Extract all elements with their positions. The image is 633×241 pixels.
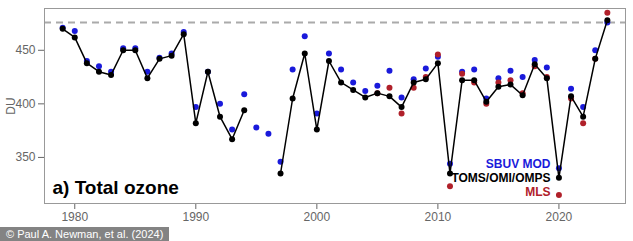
svg-text:400: 400 bbox=[15, 97, 35, 111]
svg-text:DU: DU bbox=[4, 97, 18, 114]
svg-text:TOMS/OMI/OMPS: TOMS/OMI/OMPS bbox=[451, 171, 550, 185]
svg-text:a) Total ozone: a) Total ozone bbox=[53, 177, 179, 198]
svg-text:MLS: MLS bbox=[525, 185, 550, 199]
svg-text:2000: 2000 bbox=[303, 210, 330, 224]
svg-text:450: 450 bbox=[15, 43, 35, 57]
svg-text:2010: 2010 bbox=[425, 210, 452, 224]
html-text:© Paul A. Newman, et al. (2024: © Paul A. Newman, et al. (2024) bbox=[6, 228, 164, 240]
svg-text:1980: 1980 bbox=[61, 210, 88, 224]
svg-text:350: 350 bbox=[15, 150, 35, 164]
svg-text:2020: 2020 bbox=[546, 210, 573, 224]
svg-text:1990: 1990 bbox=[182, 210, 209, 224]
svg-text:SBUV MOD: SBUV MOD bbox=[486, 157, 551, 171]
